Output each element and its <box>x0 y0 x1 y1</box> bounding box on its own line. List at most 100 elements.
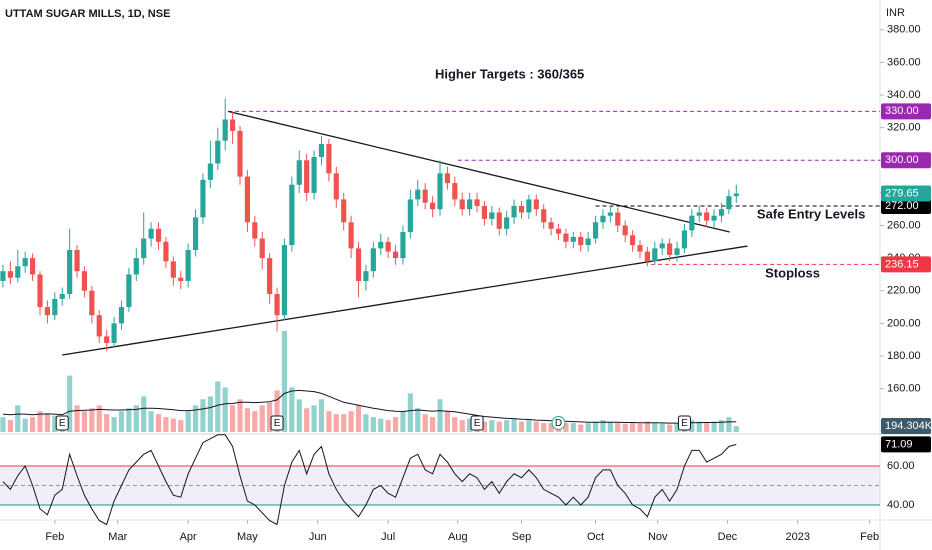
candle-body <box>192 217 199 250</box>
candle-body <box>585 238 591 246</box>
volume-bar <box>126 408 132 432</box>
y-tick-label: 160.00 <box>887 383 921 395</box>
volume-bar <box>696 421 702 432</box>
volume-bar <box>7 420 13 432</box>
x-tick-label: 2023 <box>786 531 810 543</box>
rsi-tag-bg <box>881 436 931 453</box>
x-tick-label: Nov <box>648 531 668 543</box>
rsi-tag: 71.09 <box>885 438 913 450</box>
candle-body <box>126 274 132 308</box>
volume-bar <box>44 414 50 432</box>
candle-body <box>170 261 176 278</box>
volume-bar <box>355 405 362 432</box>
y-tick-label: 360.00 <box>887 56 921 68</box>
volume-bar <box>578 424 584 432</box>
volume-bar <box>111 417 117 432</box>
candle-body <box>496 212 502 229</box>
event-marker <box>470 415 484 431</box>
candle-body <box>726 196 732 210</box>
candle-body <box>600 215 606 223</box>
rsi-band <box>0 465 880 505</box>
candle-body <box>718 209 725 216</box>
y-tick-label: 380.00 <box>887 24 921 36</box>
candle-body <box>289 184 295 246</box>
candle-body <box>230 119 236 131</box>
volume-bar <box>726 417 732 432</box>
volume-bar <box>644 421 650 432</box>
volume-bar <box>104 414 110 432</box>
volume-bar <box>326 411 332 432</box>
candle-body <box>400 232 406 259</box>
candle-body <box>444 173 450 184</box>
candle-body <box>237 130 243 177</box>
event-label: E <box>274 418 281 429</box>
candle-body <box>0 271 6 281</box>
candle-body <box>504 217 510 229</box>
annotation: Safe Entry Levels <box>757 207 865 222</box>
candle-body <box>607 212 613 216</box>
volume-bar <box>504 420 510 432</box>
candle-body <box>696 212 702 216</box>
candle-body <box>630 235 636 246</box>
volume-bar <box>341 414 347 432</box>
candle-body <box>155 228 162 242</box>
volume-bar <box>311 405 317 432</box>
volume-bar <box>237 399 243 432</box>
chart-title: UTTAM SUGAR MILLS, 1D, NSE <box>5 8 170 20</box>
candle-body <box>163 241 169 262</box>
volume-bar <box>704 423 710 432</box>
candle-body <box>148 228 154 239</box>
candle-body <box>37 274 43 308</box>
candle-body <box>7 271 13 278</box>
volume-bar <box>689 420 695 432</box>
currency-label: INR <box>886 7 905 19</box>
volume-bar <box>659 423 665 432</box>
volume-bar <box>637 423 643 432</box>
y-tick-label: 320.00 <box>887 122 921 134</box>
candle-body <box>689 215 695 231</box>
volume-bar <box>37 411 43 432</box>
candle-body <box>296 160 302 185</box>
event-marker <box>551 416 566 430</box>
candle-body <box>548 222 554 229</box>
candle-body <box>89 290 95 316</box>
volume-bar <box>496 421 502 432</box>
candle-body <box>311 157 317 193</box>
candle-body <box>437 173 443 210</box>
volume-bar <box>385 420 391 432</box>
candle-body <box>622 225 628 236</box>
candle-body <box>615 212 621 226</box>
trendline <box>227 110 730 233</box>
candle-body <box>178 277 184 281</box>
volume-bar <box>118 411 125 432</box>
volume-bar <box>133 405 139 432</box>
volume-bar <box>333 414 339 432</box>
candle-body <box>481 205 488 219</box>
volume-bar <box>392 417 399 432</box>
volume-bar <box>422 414 428 432</box>
volume-bar <box>667 424 673 432</box>
level-tag: 330.00 <box>885 105 919 117</box>
price-tag-bg <box>881 185 931 202</box>
volume-bar <box>30 417 36 432</box>
volume-bar <box>215 381 221 432</box>
candle-body <box>15 266 21 278</box>
level-tag: 272.00 <box>885 200 919 212</box>
volume-bar <box>444 411 450 432</box>
candle-body <box>459 199 465 210</box>
x-tick-label: Feb <box>860 531 879 543</box>
volume-bar <box>615 423 621 432</box>
volume-bar <box>0 417 6 432</box>
x-tick-label: Apr <box>180 531 197 543</box>
candle-body <box>215 140 221 164</box>
y-tick-label: 220.00 <box>887 285 921 297</box>
annotation: Higher Targets : 360/365 <box>435 66 584 81</box>
volume-bar <box>89 408 95 432</box>
volume-bar <box>222 387 228 432</box>
annotation: Stoploss <box>765 265 820 280</box>
rsi-tick-label: 60.00 <box>887 460 915 472</box>
candle-body <box>22 258 28 267</box>
candle-body <box>674 248 680 255</box>
candle-body <box>637 245 643 252</box>
candle-body <box>592 222 599 239</box>
